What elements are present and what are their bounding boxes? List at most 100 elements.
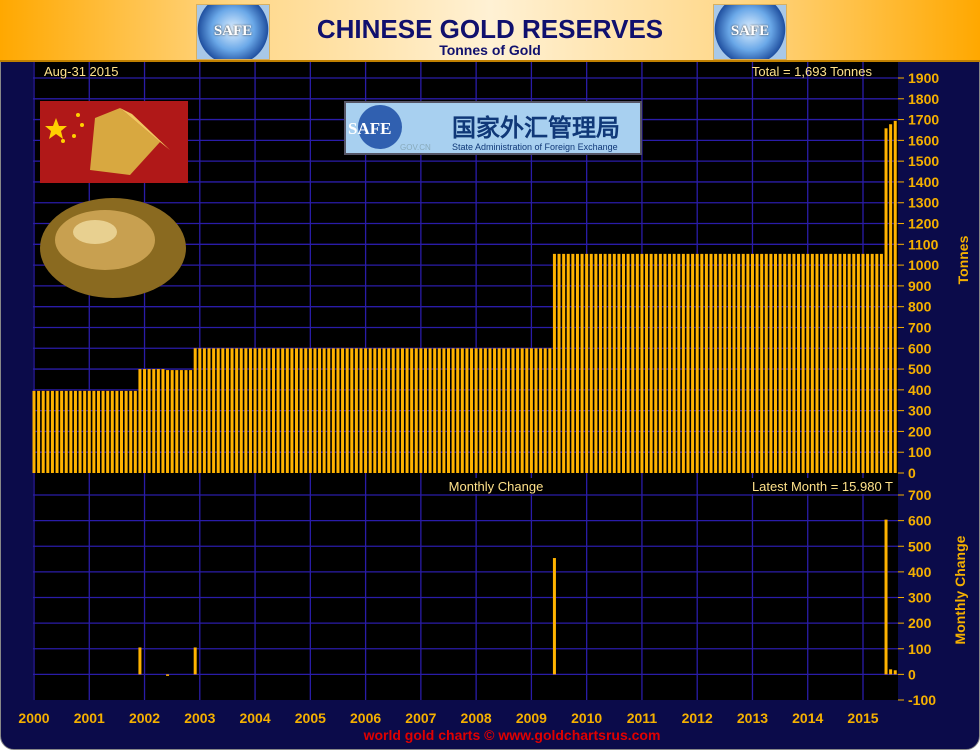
reserves-bar (258, 348, 262, 473)
reserves-bar (778, 253, 782, 473)
y-tick-label: 100 (908, 444, 932, 460)
y-tick-label: 600 (908, 340, 932, 356)
y-tick-label: 1900 (908, 70, 939, 86)
reserves-bar (124, 390, 128, 473)
reserves-bar (419, 348, 423, 473)
reserves-bar (60, 390, 64, 473)
label-bg (438, 478, 556, 494)
reserves-bar (686, 253, 690, 473)
y-tick-label: 700 (908, 487, 932, 503)
reserves-bar (806, 253, 810, 473)
reserves-bar (87, 390, 91, 473)
reserves-bar (884, 128, 888, 473)
reserves-bar (308, 348, 312, 473)
reserves-bar (760, 253, 764, 473)
reserves-bar (368, 348, 372, 473)
reserves-bar (92, 390, 96, 473)
reserves-bar (290, 348, 294, 473)
chart-title: CHINESE GOLD RESERVES (316, 14, 664, 44)
y-tick-label: 1300 (908, 195, 939, 211)
monthly-change-bar (889, 669, 893, 675)
reserves-bar (73, 390, 77, 473)
safe-logo-right: SAFE (713, 4, 787, 60)
reserves-bar (442, 348, 446, 473)
reserves-bar (783, 253, 787, 473)
x-tick-label: 2006 (350, 710, 381, 726)
reserves-bar (106, 390, 110, 473)
decorative-images: SAFE GOV.CN 国家外汇管理局 State Administration… (40, 101, 642, 298)
y-tick-label: 400 (908, 564, 932, 580)
reserves-bar (152, 369, 156, 473)
y-tick-label: 700 (908, 319, 932, 335)
reserves-bar (235, 348, 239, 473)
reserves-bar (612, 253, 616, 473)
y-tick-label: 1200 (908, 216, 939, 232)
reserves-bar (184, 370, 188, 473)
reserves-bar (820, 253, 824, 473)
reserves-bar (681, 253, 685, 473)
reserves-bar (622, 253, 626, 473)
x-tick-label: 2002 (129, 710, 160, 726)
x-tick-label: 2010 (571, 710, 602, 726)
reserves-bar (792, 253, 796, 473)
reserves-bar (649, 253, 653, 473)
reserves-bar (663, 253, 667, 473)
reserves-bar (741, 253, 745, 473)
x-tick-label: 2013 (737, 710, 768, 726)
reserves-bar (37, 390, 41, 473)
y-tick-label: 800 (908, 299, 932, 315)
reserves-bar (253, 348, 257, 473)
monthly-change-title: Monthly Change (449, 479, 544, 494)
reserves-bar (603, 253, 607, 473)
reserves-bar (216, 348, 220, 473)
reserves-bar (336, 348, 340, 473)
reserves-bar (700, 253, 704, 473)
reserves-bar (451, 348, 455, 473)
y-tick-label: 1000 (908, 257, 939, 273)
x-tick-label: 2004 (239, 710, 270, 726)
reserves-bar (322, 348, 326, 473)
reserves-bar (143, 369, 147, 473)
reserves-bar (626, 253, 630, 473)
reserves-bar (110, 390, 114, 473)
reserves-bar (856, 253, 860, 473)
y-tick-label: 300 (908, 403, 932, 419)
safe-logo-left: SAFE (196, 4, 270, 60)
reserves-bar (465, 348, 469, 473)
reserves-bar (497, 348, 501, 473)
x-tick-label: 2015 (847, 710, 878, 726)
reserves-bar (179, 370, 183, 473)
reserves-bar (244, 348, 248, 473)
reserves-bar (870, 253, 874, 473)
reserves-bar (460, 348, 464, 473)
chart-subtitle: Tonnes of Gold (439, 42, 541, 58)
reserves-bar (55, 390, 59, 473)
reserves-bar (331, 348, 335, 473)
reserves-bar (377, 348, 381, 473)
reserves-bar (170, 370, 174, 473)
reserves-bar (746, 253, 750, 473)
reserves-bar (797, 253, 801, 473)
reserves-bar (833, 253, 837, 473)
reserves-bar (101, 390, 105, 473)
svg-text:GOV.CN: GOV.CN (400, 143, 431, 152)
reserves-bar (78, 390, 82, 473)
reserves-bar (562, 253, 566, 473)
reserves-bar (575, 253, 579, 473)
reserves-bar (198, 348, 202, 473)
reserves-bar (889, 124, 893, 474)
reserves-bar (769, 253, 773, 473)
reserves-bar (138, 369, 142, 473)
reserves-bar (543, 348, 547, 473)
reserves-bar (437, 348, 441, 473)
reserves-bar (391, 348, 395, 473)
reserves-bar (423, 348, 427, 473)
x-tick-label: 2005 (295, 710, 326, 726)
reserves-bar (400, 348, 404, 473)
reserves-bar (161, 369, 165, 473)
date-label: Aug-31 2015 (44, 64, 118, 79)
reserves-bar (433, 348, 437, 473)
reserves-bar (787, 253, 791, 473)
svg-text:国家外汇管理局: 国家外汇管理局 (452, 114, 620, 142)
reserves-bar (193, 348, 197, 473)
